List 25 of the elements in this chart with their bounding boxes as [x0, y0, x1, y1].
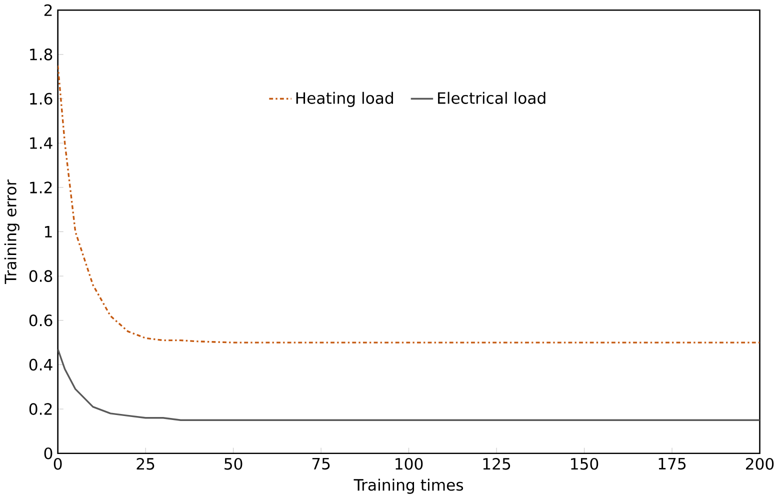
legend-label: Heating load	[296, 92, 393, 107]
y-tick-label: 1.2	[30, 182, 52, 194]
x-tick-label: 125	[483, 458, 510, 470]
y-tick-label: 1.4	[30, 137, 52, 149]
line-series	[58, 64, 760, 344]
y-tick-label: 1.6	[30, 92, 52, 105]
y-tick-label: 1.8	[30, 48, 52, 60]
y-tick-label: 0.4	[29, 358, 52, 371]
y-tick-label: 0.8	[29, 270, 52, 282]
x-axis-title: Training times	[354, 478, 464, 494]
y-tick-label: 1	[45, 226, 52, 238]
x-tick-label: 100	[396, 458, 423, 470]
y-tick-label: 0.2	[29, 403, 52, 415]
y-tick-label: 0.6	[29, 314, 52, 326]
y-tick-label: 0	[44, 447, 52, 460]
x-tick-label: 25	[136, 458, 154, 470]
y-axis-title: Training error	[4, 179, 20, 284]
x-tick-label: 75	[312, 458, 330, 470]
x-tick-label: 200	[746, 458, 774, 470]
y-tick-label: 2	[44, 4, 52, 16]
x-tick-label: 150	[571, 458, 598, 470]
legend-label: Electrical load	[438, 92, 546, 104]
x-tick-label: 0	[54, 458, 62, 470]
x-tick-label: 175	[658, 458, 686, 470]
x-tick-label: 50	[224, 458, 242, 470]
